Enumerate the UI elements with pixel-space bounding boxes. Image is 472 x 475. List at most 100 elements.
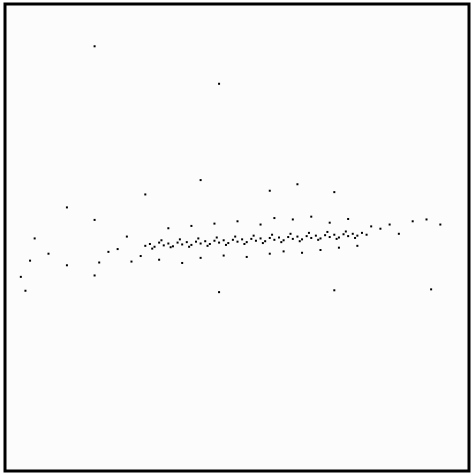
point: [319, 237, 322, 240]
point: [125, 235, 128, 238]
point: [430, 288, 433, 291]
point: [199, 242, 202, 245]
point: [271, 233, 274, 236]
point: [241, 238, 244, 241]
point: [195, 240, 198, 243]
point: [333, 233, 336, 236]
point: [144, 193, 147, 196]
point: [268, 189, 271, 192]
point: [411, 220, 414, 223]
point: [268, 252, 271, 255]
point: [199, 256, 202, 259]
point: [47, 252, 50, 255]
point: [314, 234, 317, 237]
point: [425, 218, 428, 221]
point: [171, 245, 174, 248]
point: [158, 241, 161, 244]
point: [144, 244, 147, 247]
point: [347, 235, 350, 238]
point: [98, 261, 101, 264]
point: [185, 241, 188, 244]
point: [379, 227, 382, 230]
point: [107, 250, 110, 253]
point: [365, 233, 368, 236]
point: [360, 231, 363, 234]
point: [342, 233, 345, 236]
point: [218, 82, 221, 85]
point: [268, 236, 271, 239]
point: [218, 241, 221, 244]
point: [397, 232, 400, 235]
point: [310, 236, 313, 239]
point: [259, 237, 262, 240]
point: [354, 236, 357, 239]
point: [439, 223, 442, 226]
point: [169, 246, 172, 249]
point: [335, 237, 338, 240]
point: [289, 232, 292, 235]
point: [296, 183, 299, 186]
point: [206, 244, 209, 247]
point: [213, 239, 216, 242]
point: [222, 254, 225, 257]
point: [280, 241, 283, 244]
point: [317, 238, 320, 241]
point: [356, 234, 359, 237]
point: [236, 220, 239, 223]
point: [19, 275, 22, 278]
point: [227, 242, 230, 245]
point: [208, 242, 211, 245]
point: [167, 227, 170, 230]
point: [319, 249, 322, 252]
point: [93, 45, 96, 48]
point: [33, 237, 36, 240]
point: [310, 215, 313, 218]
point: [153, 245, 156, 248]
point: [328, 221, 331, 224]
point: [160, 239, 163, 242]
point: [158, 258, 161, 261]
point: [139, 255, 142, 258]
point: [252, 234, 255, 237]
point: [162, 244, 165, 247]
point: [224, 243, 227, 246]
point: [65, 206, 68, 209]
point: [305, 235, 308, 238]
point: [222, 239, 225, 242]
point: [178, 238, 181, 241]
point: [130, 260, 133, 263]
point: [298, 240, 301, 243]
point: [291, 218, 294, 221]
point: [307, 231, 310, 234]
point: [333, 191, 336, 194]
point: [190, 224, 193, 227]
point: [344, 230, 347, 233]
point: [218, 291, 221, 294]
point: [282, 250, 285, 253]
plot-frame: [3, 2, 471, 473]
point: [273, 238, 276, 241]
point: [261, 242, 264, 245]
point: [254, 239, 257, 242]
point: [213, 222, 216, 225]
point: [215, 236, 218, 239]
point: [370, 225, 373, 228]
point: [273, 217, 276, 220]
point: [347, 217, 350, 220]
point: [24, 289, 27, 292]
point: [282, 239, 285, 242]
point: [337, 246, 340, 249]
point: [29, 259, 32, 262]
point: [181, 261, 184, 264]
point: [245, 241, 248, 244]
point: [188, 245, 191, 248]
point: [65, 264, 68, 267]
point: [234, 235, 237, 238]
point: [243, 242, 246, 245]
point: [190, 243, 193, 246]
point: [116, 248, 119, 251]
point: [291, 237, 294, 240]
point: [231, 238, 234, 241]
